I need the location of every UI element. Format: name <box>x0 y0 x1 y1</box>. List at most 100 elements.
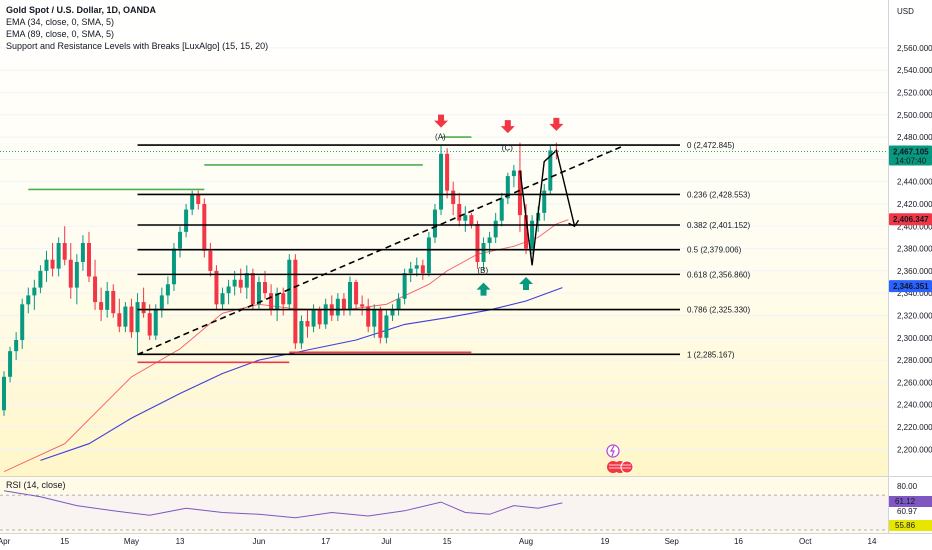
main-pane-background <box>0 0 888 476</box>
time-tick-label: Oct <box>799 537 812 546</box>
ema-34-legend[interactable]: EMA (34, close, 0, SMA, 5) <box>6 17 115 27</box>
time-axis[interactable]: Apr 15 May 13 Jun 17 Jul 15 Aug 19 Sep 16 Oct 14 <box>0 537 877 546</box>
candle-body <box>141 302 146 314</box>
candle-body <box>432 209 437 238</box>
candle-body <box>171 248 176 285</box>
candle-body <box>469 215 474 225</box>
time-tick-label: 17 <box>321 537 330 546</box>
event-icons[interactable] <box>606 444 634 474</box>
down-arrow-icon <box>549 117 564 131</box>
price-tick-label: 2,240.000 <box>897 401 932 410</box>
candle-body <box>153 308 158 336</box>
candle-body <box>439 153 444 210</box>
candle-body <box>287 259 292 305</box>
candle-body <box>111 290 116 314</box>
time-tick-label: 15 <box>443 537 452 546</box>
time-tick-label: 15 <box>60 537 69 546</box>
candle-body <box>378 309 383 338</box>
support-resistance-lines <box>28 136 472 364</box>
time-tick-label: Apr <box>0 537 11 546</box>
candle-body <box>530 220 535 249</box>
pattern-label: (A) <box>435 132 446 141</box>
candle-body <box>86 243 91 277</box>
candle-body <box>445 153 450 191</box>
sr-legend[interactable]: Support and Resistance Levels with Break… <box>6 41 269 51</box>
candle-body <box>396 298 401 310</box>
rsi-legend[interactable]: RSI (14, close) <box>6 480 66 490</box>
pattern-label: (B) <box>478 266 489 275</box>
candle-body <box>511 170 516 177</box>
candle-body <box>372 309 377 327</box>
candle-body <box>281 293 286 305</box>
ema-89-legend[interactable]: EMA (89, close, 0, SMA, 5) <box>6 29 115 39</box>
candle-body <box>244 273 249 288</box>
time-tick-label: 13 <box>176 537 185 546</box>
candle-body <box>384 315 389 338</box>
candle-body <box>493 220 498 238</box>
pattern-annotations: (A) (B) (C) <box>434 114 580 296</box>
fib-level-label: 0.236 (2,428.553) <box>687 190 750 199</box>
currency-label[interactable]: USD <box>897 7 914 16</box>
time-tick-label: May <box>124 537 139 546</box>
candle-body <box>299 321 304 344</box>
price-label-text: 2,346.351 <box>893 282 929 291</box>
candle-body <box>293 259 298 344</box>
price-tick-label: 2,220.000 <box>897 423 932 432</box>
time-tick-label: 14 <box>868 537 877 546</box>
flag-stripes <box>609 464 631 469</box>
candle-body <box>311 309 316 327</box>
time-tick-label: 16 <box>734 537 743 546</box>
candle-body <box>178 231 183 249</box>
candle-body <box>135 302 140 333</box>
candle-body <box>214 270 219 305</box>
pattern-label: (C) <box>502 143 513 152</box>
candle-body <box>2 376 6 411</box>
fibonacci-levels[interactable]: 0 (2,472.845) 0.236 (2,428.553) 0.382 (2,4… <box>137 141 751 359</box>
candle-body <box>190 195 195 210</box>
time-tick-label: Jun <box>252 537 265 546</box>
price-axis[interactable]: 2,560.000 2,540.000 2,520.000 2,500.000 2,48… <box>897 44 932 454</box>
projection-arrowhead <box>568 219 580 228</box>
rsi-label-box <box>889 496 932 507</box>
candle-body <box>354 282 359 305</box>
candle-body <box>20 304 25 341</box>
candle-body <box>129 306 134 333</box>
price-tick-label: 2,340.000 <box>897 289 932 298</box>
candle-body <box>208 250 213 271</box>
candle-body <box>123 306 128 327</box>
candle-body <box>347 282 352 310</box>
countdown-text: 14:07:40 <box>895 156 927 165</box>
rsi-ma-label-box <box>889 520 932 531</box>
candle-body <box>414 265 419 269</box>
price-tick-label: 2,200.000 <box>897 445 932 454</box>
price-tick-label: 2,420.000 <box>897 200 932 209</box>
candle-body <box>269 293 274 310</box>
price-tick-label: 2,400.000 <box>897 222 932 231</box>
candle-body <box>232 279 237 287</box>
candle-body <box>184 209 189 232</box>
symbol-title[interactable]: Gold Spot / U.S. Dollar, 1D, OANDA <box>6 5 157 15</box>
candle-body <box>390 309 395 316</box>
rsi-label-text: 61.12 <box>895 497 916 506</box>
candle-body <box>481 243 486 262</box>
time-tick-label: Jul <box>381 537 391 546</box>
down-arrow-icon <box>500 120 515 134</box>
rsi-line <box>3 490 563 519</box>
candle-body <box>499 198 504 221</box>
time-tick-label: 19 <box>600 537 609 546</box>
candle-body <box>44 259 49 271</box>
price-tick-label: 2,260.000 <box>897 378 932 387</box>
candle-body <box>62 243 67 260</box>
rsi-ma-label-text: 55.86 <box>895 521 916 530</box>
candle-body <box>26 295 31 305</box>
us-flag-event-icon-3[interactable] <box>620 460 634 474</box>
candle-body <box>32 287 37 296</box>
candle-body <box>105 290 110 310</box>
candle-body <box>505 176 510 199</box>
time-tick-label: Aug <box>519 537 533 546</box>
candle-body <box>263 282 268 294</box>
candle-body <box>542 190 547 213</box>
candle-body <box>305 321 310 327</box>
